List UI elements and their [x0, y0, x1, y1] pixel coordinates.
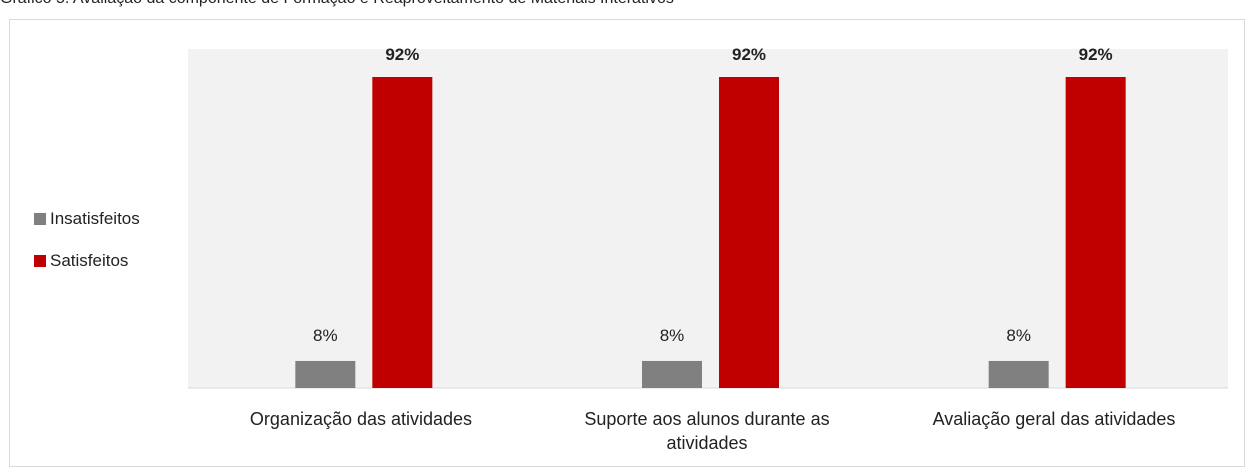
figure-caption: Gráfico 5. Avaliação da componente de Fo… — [0, 0, 1253, 10]
category-label-suporte: Suporte aos alunos durante as atividades — [584, 409, 830, 453]
bar-insatisfeitos-1 — [642, 360, 702, 388]
category-label-avaliacao: Avaliação geral das atividades — [932, 409, 1176, 429]
legend-swatch-satisfeitos — [34, 255, 46, 267]
legend-label-satisfeitos: Satisfeitos — [50, 251, 129, 270]
bar-satisfeitos-1 — [719, 77, 779, 388]
data-label-satisfeitos-2: 92% — [1079, 45, 1113, 64]
data-label-insatisfeitos-1: 8% — [660, 326, 685, 345]
data-label-satisfeitos-0: 92% — [385, 45, 419, 64]
bar-insatisfeitos-0 — [295, 360, 356, 388]
legend-label-insatisfeitos: Insatisfeitos — [50, 209, 140, 228]
data-label-satisfeitos-1: 92% — [732, 45, 766, 64]
bar-satisfeitos-0 — [372, 77, 433, 388]
data-label-insatisfeitos-0: 8% — [313, 326, 338, 345]
data-label-insatisfeitos-2: 8% — [1006, 326, 1031, 345]
legend-item-insatisfeitos: Insatisfeitos — [34, 208, 140, 230]
bar-insatisfeitos-2 — [988, 360, 1049, 388]
legend: Insatisfeitos Satisfeitos — [34, 208, 140, 292]
legend-item-satisfeitos: Satisfeitos — [34, 250, 140, 272]
bar-satisfeitos-2 — [1065, 77, 1126, 388]
plot-area — [188, 49, 1228, 388]
legend-swatch-insatisfeitos — [34, 213, 46, 225]
category-label-organizacao: Organização das atividades — [249, 409, 473, 429]
